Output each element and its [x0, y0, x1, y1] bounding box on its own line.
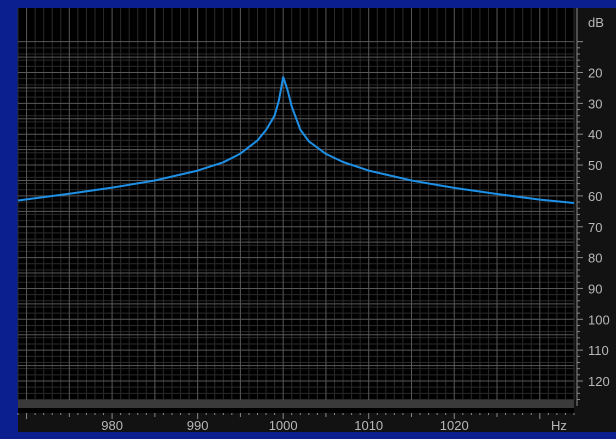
bottom-border — [0, 432, 616, 439]
x-tick-label: 1000 — [269, 418, 298, 433]
x-tick-label: 1020 — [440, 418, 469, 433]
spectrum-line — [17, 76, 575, 204]
y-tick-label: 20 — [588, 66, 602, 81]
y-tick-label: 40 — [588, 127, 602, 142]
y-tick-label: 90 — [588, 281, 602, 296]
y-unit-label: dB — [588, 15, 604, 30]
y-tick-labels: 20 30 40 50 60 70 80 90 100 110 120 — [588, 66, 610, 390]
y-tick-label: 120 — [588, 374, 610, 389]
x-axis-panel — [18, 413, 574, 432]
horizontal-scrollbar[interactable] — [18, 400, 574, 408]
y-tick-label: 110 — [588, 343, 609, 358]
y-axis-panel — [574, 8, 616, 432]
series-layer — [17, 76, 575, 204]
x-tick-labels: 980 990 1000 1010 1020 — [101, 418, 468, 433]
axis-tick-marks — [17, 8, 583, 419]
y-tick-label: 70 — [588, 220, 602, 235]
y-tick-label: 50 — [588, 158, 602, 173]
x-tick-label: 990 — [187, 418, 209, 433]
y-tick-label: 60 — [588, 189, 602, 204]
y-tick-label: 80 — [588, 251, 602, 266]
x-tick-label: 980 — [101, 418, 123, 433]
x-unit-label: Hz — [551, 418, 567, 433]
y-tick-label: 100 — [588, 312, 610, 327]
y-tick-label: 30 — [588, 96, 602, 111]
x-tick-label: 1010 — [354, 418, 383, 433]
plot-area[interactable] — [18, 8, 574, 413]
